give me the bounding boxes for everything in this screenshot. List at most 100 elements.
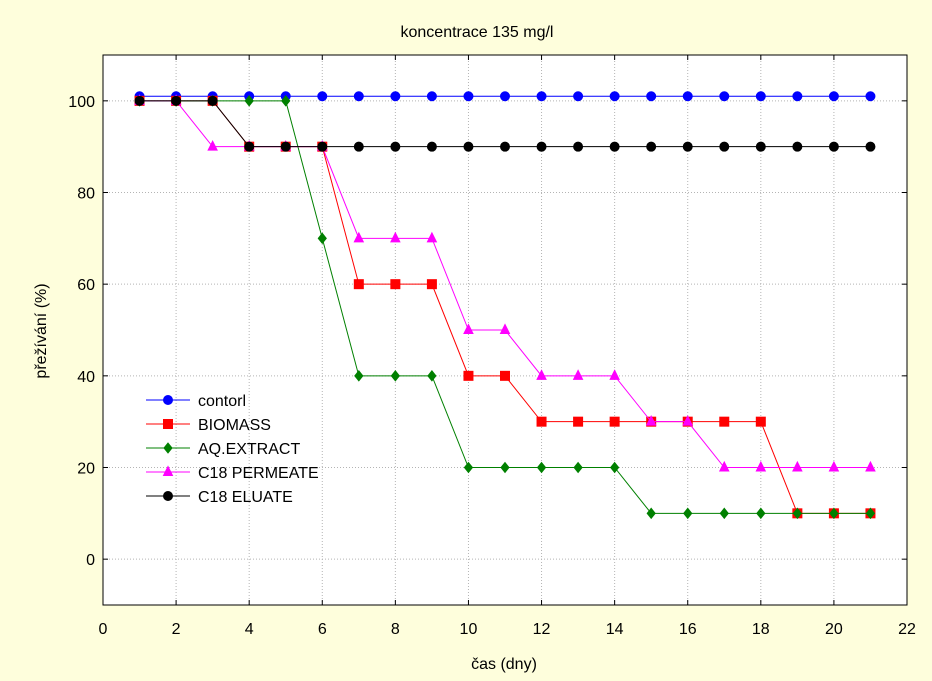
data-point-c18-permeate — [499, 323, 511, 334]
x-tick-label: 4 — [245, 621, 254, 638]
data-point-c18-eluate — [171, 95, 182, 106]
data-point-biomass — [719, 416, 730, 427]
data-point-aq-extract — [719, 507, 729, 520]
data-point-c18-eluate — [244, 141, 255, 152]
legend-label: C18 PERMEATE — [198, 465, 319, 482]
data-point-contorl — [682, 91, 693, 102]
data-point-c18-eluate — [536, 141, 547, 152]
data-point-aq-extract — [829, 507, 839, 520]
data-point-contorl — [390, 91, 401, 102]
data-point-contorl — [536, 91, 547, 102]
legend-marker — [163, 442, 173, 454]
data-point-biomass — [573, 416, 584, 427]
x-tick-label: 10 — [460, 621, 478, 638]
x-tick-label: 20 — [825, 621, 843, 638]
data-point-aq-extract — [427, 370, 437, 382]
legend-item-contorl: contorl — [146, 393, 246, 410]
data-point-aq-extract — [317, 232, 327, 245]
y-axis-title: přežívání (%) — [33, 283, 50, 378]
data-point-c18-eluate — [828, 141, 839, 152]
series-c18-eluate — [134, 95, 876, 152]
data-point-c18-eluate — [573, 141, 584, 152]
data-point-aq-extract — [573, 461, 583, 474]
data-point-aq-extract — [865, 507, 876, 520]
x-tick-label: 12 — [533, 621, 551, 638]
data-point-contorl — [500, 91, 510, 102]
x-tick-label: 16 — [679, 621, 697, 638]
data-point-biomass — [426, 279, 437, 290]
legend: contorl BIOMASS AQ.EXTRACT C18 PERMEATE C18 … — [146, 393, 319, 506]
legend-item-aq-extract: AQ.EXTRACT — [146, 441, 300, 458]
data-point-contorl — [646, 91, 657, 102]
data-point-aq-extract — [463, 461, 474, 474]
data-point-c18-permeate — [718, 460, 730, 472]
data-point-c18-eluate — [719, 141, 730, 152]
data-point-c18-permeate — [792, 460, 803, 472]
data-point-c18-eluate — [353, 141, 364, 152]
plot-border — [102, 54, 908, 606]
data-point-c18-eluate — [317, 141, 328, 152]
y-tick-label: 100 — [68, 94, 95, 111]
data-point-c18-permeate — [609, 369, 620, 380]
data-point-biomass — [609, 416, 620, 427]
data-point-c18-permeate — [755, 460, 767, 472]
data-point-c18-eluate — [207, 95, 218, 106]
y-tick-label: 80 — [77, 186, 95, 203]
data-point-aq-extract — [354, 370, 364, 382]
data-point-aq-extract — [281, 95, 291, 107]
legend-item-c18-eluate: C18 ELUATE — [146, 489, 293, 506]
data-point-aq-extract — [756, 507, 766, 520]
data-point-c18-permeate — [828, 460, 840, 472]
data-point-c18-eluate — [134, 95, 145, 106]
data-point-contorl — [719, 91, 730, 102]
legend-item-biomass: BIOMASS — [146, 417, 271, 434]
x-tick-label: 8 — [391, 621, 400, 638]
x-tick-label: 6 — [318, 621, 327, 638]
data-point-c18-permeate — [572, 369, 584, 380]
data-point-c18-eluate — [755, 141, 766, 152]
legend-label: AQ.EXTRACT — [198, 441, 300, 458]
x-tick-label: 22 — [898, 621, 916, 638]
data-point-biomass — [390, 279, 401, 290]
x-axis: 0 2 4 6 8 10 12 14 16 18 20 22 — [99, 55, 916, 638]
x-tick-label: 14 — [606, 621, 624, 638]
data-point-c18-permeate — [682, 415, 694, 426]
y-axis: 0 20 40 60 80 100 — [68, 94, 907, 569]
data-point-c18-permeate — [390, 231, 401, 243]
data-point-aq-extract — [536, 461, 547, 474]
data-point-aq-extract — [244, 95, 254, 107]
data-point-c18-eluate — [865, 141, 876, 152]
data-point-contorl — [828, 91, 839, 102]
data-point-c18-eluate — [792, 141, 803, 152]
data-point-aq-extract — [646, 507, 656, 520]
data-point-c18-permeate — [645, 415, 657, 426]
chart-title: koncentrace 135 mg/l — [401, 24, 554, 41]
legend-label: C18 ELUATE — [198, 489, 293, 506]
legend-label: contorl — [198, 393, 246, 410]
data-point-c18-permeate — [865, 460, 876, 472]
y-tick-label: 20 — [77, 461, 95, 478]
data-point-c18-permeate — [536, 369, 547, 380]
x-tick-label: 0 — [99, 621, 108, 638]
data-point-c18-permeate — [463, 323, 474, 334]
data-point-contorl — [573, 91, 584, 102]
data-point-c18-eluate — [500, 141, 510, 152]
data-point-c18-eluate — [646, 141, 657, 152]
data-point-biomass — [353, 279, 364, 290]
y-tick-label: 0 — [86, 552, 95, 569]
data-point-c18-eluate — [390, 141, 401, 152]
data-point-contorl — [609, 91, 620, 102]
data-point-c18-permeate — [207, 140, 218, 151]
legend-marker — [162, 465, 174, 476]
data-point-aq-extract — [683, 507, 693, 520]
series-layer — [134, 91, 876, 520]
data-point-aq-extract — [792, 507, 803, 520]
data-point-contorl — [426, 91, 437, 102]
data-point-contorl — [792, 91, 803, 102]
series-aq-extract — [134, 95, 876, 520]
data-point-contorl — [317, 91, 328, 102]
data-point-c18-eluate — [682, 141, 693, 152]
data-point-aq-extract — [609, 461, 620, 474]
y-tick-label: 40 — [77, 369, 95, 386]
data-point-biomass — [463, 370, 474, 381]
